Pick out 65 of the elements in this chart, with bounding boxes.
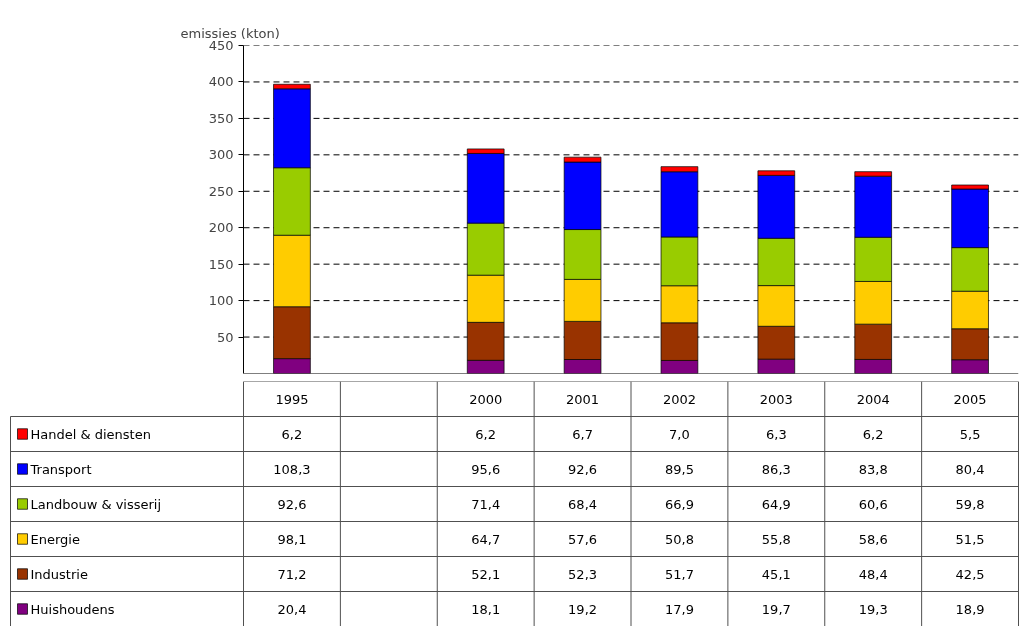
data-label: 51,5 <box>955 531 985 547</box>
data-label: 57,6 <box>568 531 598 547</box>
data-label: 83,8 <box>858 461 888 477</box>
data-label: 64,9 <box>761 496 791 512</box>
data-label: 66,9 <box>664 496 694 512</box>
legend-label: Industrie <box>30 566 88 582</box>
y-axis-title: emissies (kton) <box>180 25 280 41</box>
legend-label: Transport <box>29 461 92 477</box>
data-label: 55,8 <box>761 531 791 547</box>
x-tick-label: 2001 <box>566 391 600 407</box>
x-tick-label: 2002 <box>662 391 696 407</box>
legend-label: Energie <box>30 531 80 547</box>
data-label: 6,2 <box>475 426 497 442</box>
legend-label: Huishoudens <box>30 601 115 617</box>
data-label: 98,1 <box>277 531 307 547</box>
data-label: 7,0 <box>669 426 690 442</box>
data-label: 48,4 <box>858 566 888 582</box>
y-tick-label: 50 <box>216 329 234 345</box>
data-label: 89,5 <box>664 461 694 477</box>
data-label: 71,4 <box>471 496 501 512</box>
x-tick-label: 2000 <box>469 391 503 407</box>
data-label: 92,6 <box>568 461 598 477</box>
y-tick-label: 300 <box>208 147 234 163</box>
x-tick-label: 2004 <box>856 391 890 407</box>
data-label: 6,7 <box>572 426 593 442</box>
data-label: 6,2 <box>862 426 884 442</box>
data-label: 19,2 <box>568 601 598 617</box>
data-label: 68,4 <box>568 496 598 512</box>
data-label: 6,2 <box>281 426 303 442</box>
data-label: 58,6 <box>858 531 888 547</box>
y-tick-label: 200 <box>208 220 234 236</box>
data-label: 6,3 <box>765 426 787 442</box>
data-label: 42,5 <box>955 566 985 582</box>
data-label: 92,6 <box>277 496 307 512</box>
data-label: 71,2 <box>277 566 307 582</box>
data-label: 18,1 <box>471 601 501 617</box>
x-tick-label: 2003 <box>759 391 793 407</box>
legend-label: Handel & diensten <box>30 426 151 442</box>
x-tick-label: 1995 <box>275 391 309 407</box>
data-label: 51,7 <box>664 566 694 582</box>
data-label: 80,4 <box>955 461 985 477</box>
data-label: 60,6 <box>858 496 888 512</box>
data-label: 64,7 <box>471 531 501 547</box>
data-label: 86,3 <box>761 461 791 477</box>
data-label: 52,1 <box>471 566 501 582</box>
data-label: 108,3 <box>273 461 311 477</box>
data-label: 52,3 <box>568 566 598 582</box>
y-tick-label: 100 <box>208 293 234 309</box>
data-label: 17,9 <box>664 601 694 617</box>
y-tick-label: 400 <box>208 74 234 90</box>
y-tick-label: 350 <box>208 110 234 126</box>
data-label: 19,3 <box>858 601 888 617</box>
data-label: 45,1 <box>761 566 791 582</box>
y-tick-label: 150 <box>208 256 234 272</box>
data-label: 59,8 <box>955 496 985 512</box>
y-tick-label: 450 <box>208 38 234 53</box>
data-label: 50,8 <box>664 531 694 547</box>
y-tick-label: 250 <box>208 183 234 199</box>
data-label: 95,6 <box>471 461 501 477</box>
x-tick-label: 2005 <box>953 391 987 407</box>
data-label: 19,7 <box>761 601 791 617</box>
data-label: 18,9 <box>955 601 985 617</box>
legend-label: Landbouw & visserij <box>30 496 162 512</box>
data-label: 20,4 <box>277 601 307 617</box>
data-label: 5,5 <box>959 426 981 442</box>
